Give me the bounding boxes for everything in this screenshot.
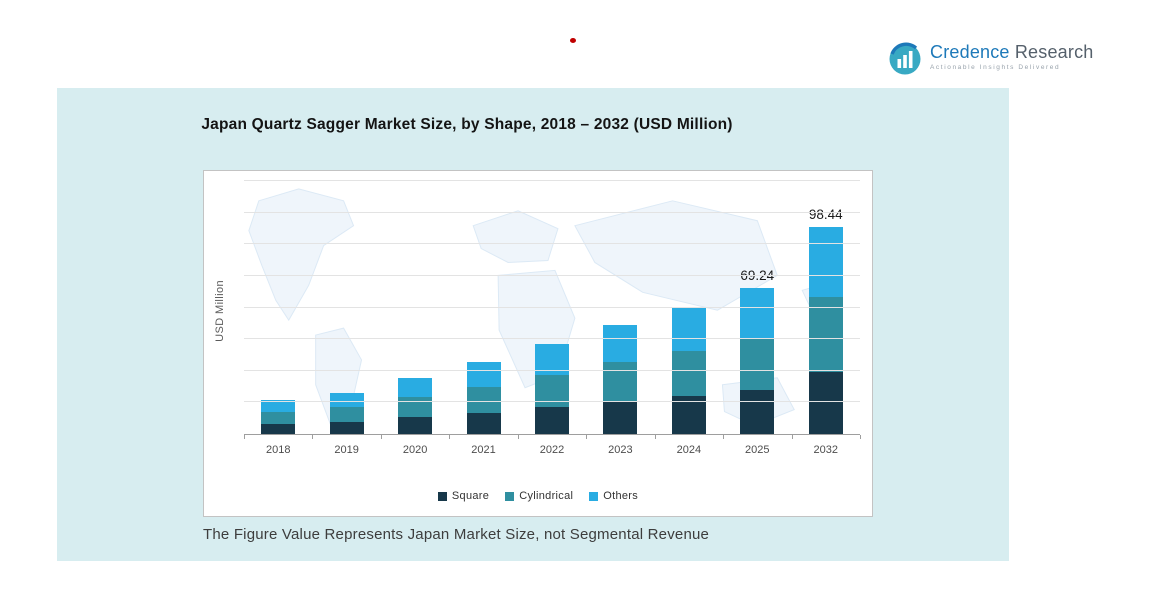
segment-cylindrical-2025 (740, 337, 775, 391)
axis-tick (586, 435, 588, 439)
axis-tick (244, 435, 245, 439)
x-label-2024: 2024 (676, 444, 702, 456)
axis-tick (312, 435, 314, 439)
bar-chart-circle-icon (888, 42, 922, 76)
credence-research-logo: Credence Research Actionable Insights De… (888, 42, 1094, 76)
chart-title: Japan Quartz Sagger Market Size, by Shap… (201, 116, 733, 133)
legend: Square Cylindrical Others (204, 490, 872, 502)
axis-tick (517, 435, 519, 439)
gridline (244, 306, 860, 308)
plot-area: 69.24 98.44 (244, 180, 860, 435)
segment-cylindrical-2032 (808, 297, 843, 372)
x-label-2022: 2022 (539, 444, 565, 456)
segment-square-2019 (329, 421, 364, 434)
bar-2020 (381, 378, 449, 434)
legend-item-cylindrical: Cylindrical (505, 490, 573, 502)
bar-2025: 69.24 (723, 268, 791, 434)
red-dot-marker (570, 38, 576, 43)
gridline (244, 180, 860, 181)
segment-cylindrical-2018 (261, 411, 296, 424)
chart-footnote: The Figure Value Represents Japan Market… (203, 526, 710, 543)
segment-cylindrical-2024 (671, 350, 706, 396)
y-axis-title: USD Million (214, 280, 226, 342)
segment-others-2023 (603, 325, 638, 363)
total-label-2032: 98.44 (808, 206, 843, 222)
legend-label-others: Others (603, 490, 639, 502)
segment-others-2025 (740, 288, 775, 338)
segment-others-2019 (329, 392, 364, 407)
logo-name-secondary: Research (1009, 42, 1094, 62)
chart-panel: Japan Quartz Sagger Market Size, by Shap… (57, 88, 1009, 561)
bar-2024 (655, 307, 723, 434)
axis-tick (380, 435, 382, 439)
x-label-2023: 2023 (608, 444, 633, 456)
x-axis-labels: 2018 2019 2020 2021 2022 2023 2024 2025 2032 (244, 444, 860, 456)
logo-name: Credence Research (930, 42, 1094, 62)
axis-tick (449, 435, 451, 439)
axis-ticks (244, 435, 861, 439)
legend-label-cylindrical: Cylindrical (519, 490, 574, 502)
axis-tick (791, 435, 793, 439)
segment-others-2018 (261, 400, 296, 412)
bar-2018 (244, 400, 312, 434)
segment-square-2022 (534, 407, 569, 434)
bar-2032: 98.44 (792, 207, 860, 434)
segment-square-2023 (603, 401, 638, 434)
segment-cylindrical-2021 (466, 386, 501, 413)
gridline (244, 338, 860, 340)
legend-swatch-cylindrical (505, 491, 515, 501)
gridline (244, 274, 860, 276)
gridline (244, 401, 860, 403)
segment-cylindrical-2023 (603, 362, 638, 402)
gridline (244, 369, 860, 371)
legend-label-square: Square (451, 490, 490, 502)
segment-others-2021 (466, 362, 501, 387)
legend-item-square: Square (437, 490, 490, 502)
segment-square-2032 (808, 371, 843, 434)
x-label-2019: 2019 (334, 444, 359, 456)
chart-plot-container: USD Million 69.24 98.44 2018 2019 2020 2021 2… (203, 170, 873, 517)
segment-others-2022 (534, 344, 569, 375)
bar-2019 (312, 392, 380, 434)
segment-others-2032 (808, 226, 843, 298)
bar-2023 (586, 325, 654, 434)
legend-item-others: Others (589, 490, 638, 502)
x-label-2021: 2021 (471, 444, 496, 456)
legend-swatch-square (437, 491, 447, 501)
bar-2022 (518, 344, 586, 434)
logo-name-primary: Credence (930, 42, 1010, 62)
axis-tick (860, 435, 861, 439)
segment-square-2020 (398, 417, 433, 434)
gridline (244, 243, 860, 245)
x-label-2018: 2018 (265, 444, 291, 456)
segment-others-2020 (398, 378, 433, 398)
x-label-2025: 2025 (745, 444, 770, 456)
axis-tick (723, 435, 725, 439)
legend-swatch-others (589, 491, 599, 501)
segment-square-2018 (261, 423, 296, 434)
x-label-2032: 2032 (813, 444, 838, 456)
segment-others-2024 (671, 307, 706, 351)
segment-cylindrical-2020 (398, 397, 433, 418)
axis-tick (654, 435, 656, 439)
bar-2021 (449, 362, 517, 434)
segment-square-2025 (740, 390, 775, 434)
x-label-2020: 2020 (402, 444, 428, 456)
logo-tagline: Actionable Insights Delivered (930, 64, 1061, 71)
gridline (244, 211, 860, 213)
segment-square-2021 (466, 412, 501, 434)
segment-cylindrical-2019 (329, 406, 364, 422)
bars-row: 69.24 98.44 (244, 181, 860, 434)
